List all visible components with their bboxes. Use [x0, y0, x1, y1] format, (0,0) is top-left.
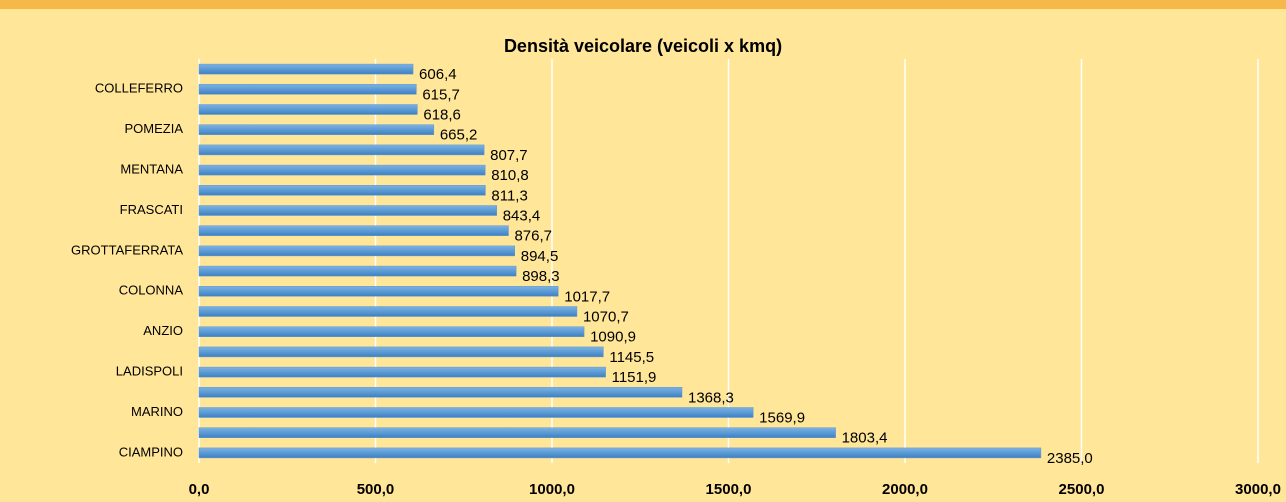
bar — [198, 366, 606, 378]
bar — [198, 164, 486, 176]
bar — [198, 447, 1042, 459]
x-tick-label: 1500,0 — [706, 481, 752, 498]
y-tick-label: ANZIO — [143, 323, 183, 338]
bar — [198, 286, 559, 297]
value-label: 1145,5 — [609, 349, 654, 366]
bar — [198, 387, 683, 398]
value-label: 843,4 — [503, 207, 541, 224]
bar — [198, 205, 497, 216]
value-label: 876,7 — [514, 228, 552, 245]
value-label: 665,2 — [440, 127, 478, 144]
value-label: 807,7 — [490, 147, 528, 164]
bar — [198, 84, 417, 95]
value-label: 810,8 — [491, 167, 529, 184]
bar — [198, 427, 836, 438]
y-tick-label: GROTTAFERRATA — [71, 242, 183, 257]
top-strip — [0, 0, 1286, 9]
bar — [198, 225, 509, 236]
bar — [198, 63, 414, 75]
bar — [198, 144, 485, 156]
bar — [198, 346, 604, 358]
x-tick-label: 3000,0 — [1235, 481, 1281, 498]
x-tick-label: 500,0 — [357, 481, 395, 498]
value-label: 898,3 — [522, 268, 560, 285]
value-label: 894,5 — [521, 248, 559, 265]
chart-title: Densità veicolare (veicoli x kmq) — [504, 36, 782, 56]
value-label: 1070,7 — [583, 308, 629, 325]
value-label: 615,7 — [422, 86, 460, 103]
bar — [198, 407, 754, 418]
x-tick-label: 2500,0 — [1059, 481, 1105, 498]
value-label: 606,4 — [419, 66, 457, 83]
bar — [198, 326, 585, 337]
value-label: 811,3 — [491, 187, 527, 204]
y-tick-label: FRASCATI — [120, 202, 183, 217]
x-tick-label: 1000,0 — [529, 481, 575, 498]
bar — [198, 104, 418, 115]
bar — [198, 265, 517, 277]
x-tick-label: 0,0 — [189, 481, 210, 498]
y-tick-label: COLLEFERRO — [95, 81, 183, 96]
bar — [198, 245, 516, 257]
value-label: 1569,9 — [759, 409, 805, 426]
x-tick-label: 2000,0 — [882, 481, 928, 498]
value-label: 1368,3 — [688, 389, 734, 406]
value-label: 618,6 — [423, 106, 461, 123]
y-tick-label: MARINO — [131, 404, 183, 419]
value-label: 1151,9 — [612, 369, 657, 386]
y-tick-label: LADISPOLI — [116, 364, 183, 379]
value-label: 2385,0 — [1047, 450, 1093, 467]
value-label: 1090,9 — [590, 329, 636, 346]
y-tick-label: COLONNA — [119, 283, 184, 298]
y-tick-label: POMEZIA — [124, 121, 183, 136]
y-tick-label: MENTANA — [120, 162, 183, 177]
bar — [198, 306, 578, 317]
value-label: 1803,4 — [842, 430, 888, 447]
y-tick-label: CIAMPINO — [119, 444, 183, 459]
bar — [198, 185, 486, 196]
bar — [198, 124, 435, 135]
value-label: 1017,7 — [564, 288, 610, 305]
